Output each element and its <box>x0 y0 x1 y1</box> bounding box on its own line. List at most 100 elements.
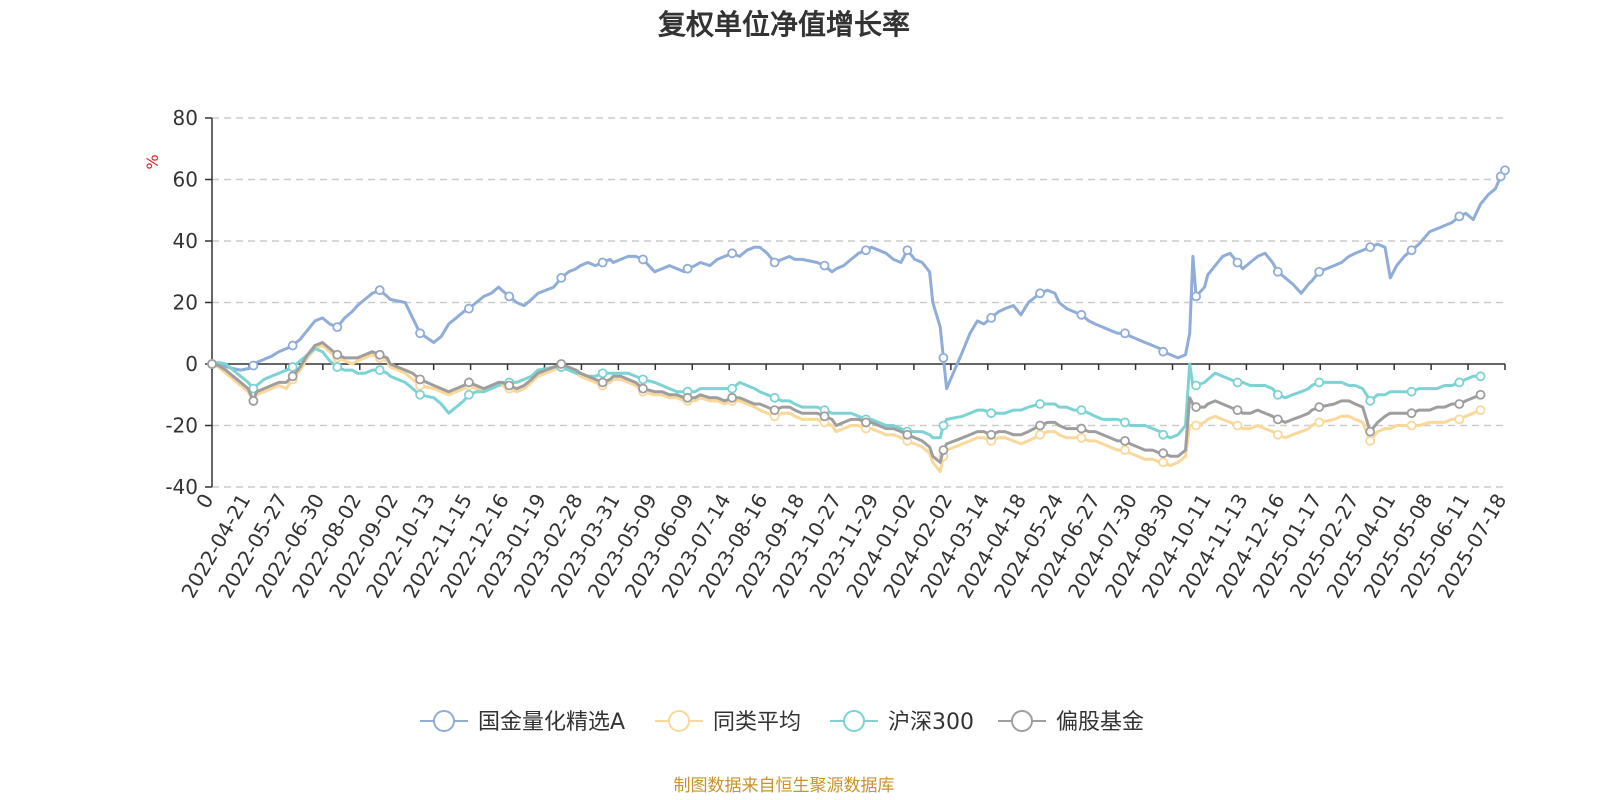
legend[interactable]: 国金量化精选A 同类平均 沪深300 偏股基金 <box>420 710 1144 735</box>
series-point <box>415 389 425 400</box>
y-tick-labels: -40 -20 0 20 40 60 80 <box>165 106 198 499</box>
series-point <box>1232 420 1243 431</box>
series-point <box>769 405 780 416</box>
series-point <box>819 411 830 422</box>
series-point <box>727 248 738 259</box>
series-point <box>638 374 648 385</box>
series-point <box>556 359 567 369</box>
series-line <box>211 169 1507 391</box>
series-point <box>1191 291 1201 302</box>
series-point <box>727 392 738 403</box>
series-point <box>1158 429 1169 440</box>
series-point <box>902 245 913 256</box>
series-point <box>374 365 385 376</box>
series-point <box>1272 429 1283 440</box>
series-point <box>374 285 385 296</box>
series-point <box>986 429 997 440</box>
series-point <box>1035 429 1045 440</box>
series-point <box>986 408 997 419</box>
series-point <box>1272 266 1283 277</box>
series-point <box>1475 405 1486 416</box>
legend-marker <box>843 710 865 732</box>
series-point <box>1406 245 1417 256</box>
series-point <box>902 429 913 440</box>
series-point <box>1454 414 1465 425</box>
series-point <box>415 374 425 385</box>
series-point <box>638 383 648 394</box>
y-tick-label: 0 <box>185 352 198 376</box>
series-point <box>374 349 385 360</box>
series-point <box>1120 417 1130 428</box>
chart-title: 复权单位净值增长率 <box>658 8 910 41</box>
series-point <box>248 360 259 371</box>
series-point <box>415 328 425 339</box>
series-point <box>1406 408 1417 419</box>
series-point <box>861 245 871 256</box>
series-point <box>1454 377 1465 388</box>
series-point <box>1076 423 1087 434</box>
series-point <box>1454 211 1465 222</box>
series-point <box>287 371 298 382</box>
series-point <box>938 420 949 431</box>
series-point <box>597 368 608 379</box>
y-tick-label: 20 <box>173 291 198 315</box>
series-line <box>211 341 1482 464</box>
series-point <box>1035 399 1045 409</box>
series-point <box>464 389 474 400</box>
series-point <box>1120 445 1130 456</box>
series-point <box>727 383 738 394</box>
series-point <box>682 263 693 274</box>
legend-label: 偏股基金 <box>1056 710 1144 735</box>
source-note: 制图数据来自恒生聚源数据库 <box>674 776 895 796</box>
y-tick-label: 60 <box>173 168 198 192</box>
series-point <box>1500 165 1510 176</box>
series-point <box>1272 414 1283 425</box>
series-point <box>1314 266 1325 277</box>
series-point <box>1035 288 1045 299</box>
series-point <box>248 395 259 406</box>
series-point <box>938 445 949 456</box>
legend-marker <box>433 710 455 732</box>
series-point <box>504 380 515 391</box>
legend-item[interactable]: 沪深300 <box>830 710 974 735</box>
legend-item[interactable]: 国金量化精选A <box>420 710 625 735</box>
series-point <box>819 260 830 271</box>
series-point <box>682 392 693 403</box>
series-point <box>1076 432 1087 443</box>
series-point <box>287 340 298 351</box>
series-point <box>597 377 608 388</box>
x-tick-label: 0 <box>191 490 218 513</box>
series-point <box>1314 417 1325 428</box>
series-point <box>1314 377 1325 388</box>
series-point <box>332 322 343 333</box>
legend-label: 同类平均 <box>713 710 801 735</box>
series-lines <box>207 165 1510 474</box>
series-point <box>1365 435 1376 446</box>
series-point <box>1232 257 1243 268</box>
series-point <box>1406 386 1417 397</box>
series-point <box>1120 435 1130 446</box>
series-point <box>1191 420 1201 431</box>
series-point <box>1191 380 1201 391</box>
series-point <box>332 362 343 372</box>
y-tick-label: -40 <box>165 475 198 499</box>
series-point <box>1158 448 1169 459</box>
series-point <box>1475 389 1486 400</box>
series-point <box>986 312 997 323</box>
legend-item[interactable]: 同类平均 <box>655 710 801 735</box>
series-point <box>464 377 474 388</box>
series-point <box>287 362 298 372</box>
y-axis-unit-label: % <box>143 154 162 169</box>
legend-item[interactable]: 偏股基金 <box>998 710 1144 735</box>
series-point <box>597 257 608 268</box>
series-point <box>1076 309 1087 320</box>
series-point <box>1191 402 1201 412</box>
series-point <box>1365 242 1376 253</box>
series-point <box>1158 346 1169 357</box>
series-point <box>1314 402 1325 412</box>
series-point <box>1076 405 1087 416</box>
y-tick-label: 80 <box>173 106 198 130</box>
legend-marker <box>668 710 690 732</box>
series-point <box>1365 395 1376 406</box>
series-point <box>1232 405 1243 416</box>
